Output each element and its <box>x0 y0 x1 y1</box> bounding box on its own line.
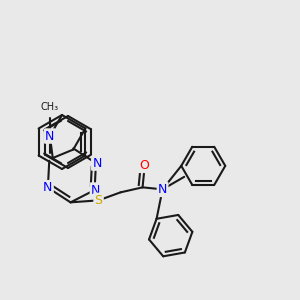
Text: N: N <box>158 183 167 196</box>
Text: N: N <box>43 181 52 194</box>
Text: N: N <box>92 157 102 169</box>
Text: S: S <box>94 194 103 207</box>
Text: CH₃: CH₃ <box>41 102 59 112</box>
Text: N: N <box>91 184 100 196</box>
Text: O: O <box>140 159 149 172</box>
Text: N: N <box>45 130 55 142</box>
